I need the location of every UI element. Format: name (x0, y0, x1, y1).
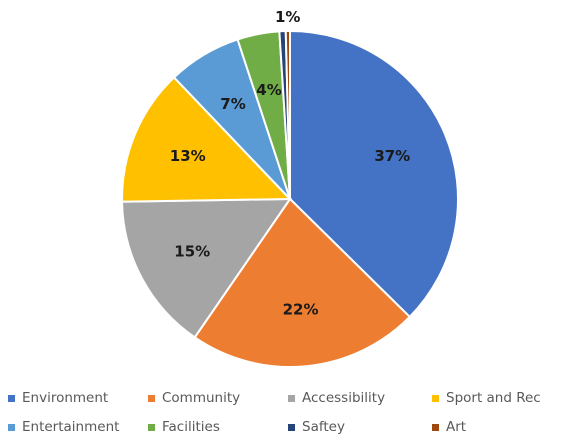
legend-label: Entertainment (22, 419, 120, 435)
legend-item-facilities: Facilities (148, 419, 288, 435)
legend-item-saftey: Saftey (288, 419, 432, 435)
pie-chart: 37% 22% 15% 13% 7% 4% 1% (121, 8, 459, 368)
legend-item-art: Art (432, 419, 573, 435)
data-label-environment: 37% (374, 147, 410, 165)
legend-swatch (288, 394, 295, 402)
data-label-art: 1% (275, 8, 300, 26)
legend: Environment Community Accessibility Sport a… (8, 390, 573, 435)
legend-label: Sport and Rec (446, 390, 541, 406)
data-label-community: 22% (283, 300, 319, 318)
legend-item-entertainment: Entertainment (8, 419, 148, 435)
data-label-accessibility: 15% (174, 242, 210, 260)
pie-slice-environment (289, 29, 459, 319)
data-label-entertainment: 7% (220, 95, 245, 113)
legend-swatch (432, 394, 439, 402)
legend-label: Environment (22, 390, 109, 406)
legend-swatch (432, 423, 439, 431)
legend-label: Facilities (162, 419, 220, 435)
legend-label: Community (162, 390, 241, 406)
legend-swatch (148, 423, 155, 431)
pie-slice-art (284, 29, 291, 200)
legend-item-community: Community (148, 390, 288, 406)
pie-slice-sport-and-rec (121, 75, 293, 203)
legend-swatch (288, 423, 295, 431)
pie-slice-accessibility (121, 197, 292, 339)
legend-swatch (8, 423, 15, 431)
legend-label: Saftey (302, 419, 345, 435)
data-label-facilities: 4% (256, 81, 281, 99)
pie-slice-community (193, 197, 412, 368)
legend-swatch (8, 394, 15, 402)
legend-label: Accessibility (302, 390, 386, 406)
legend-label: Art (446, 419, 467, 435)
legend-item-sport-and-rec: Sport and Rec (432, 390, 573, 406)
legend-swatch (148, 394, 155, 402)
legend-item-accessibility: Accessibility (288, 390, 432, 406)
data-label-sport-and-rec: 13% (170, 147, 206, 165)
legend-item-environment: Environment (8, 390, 148, 406)
